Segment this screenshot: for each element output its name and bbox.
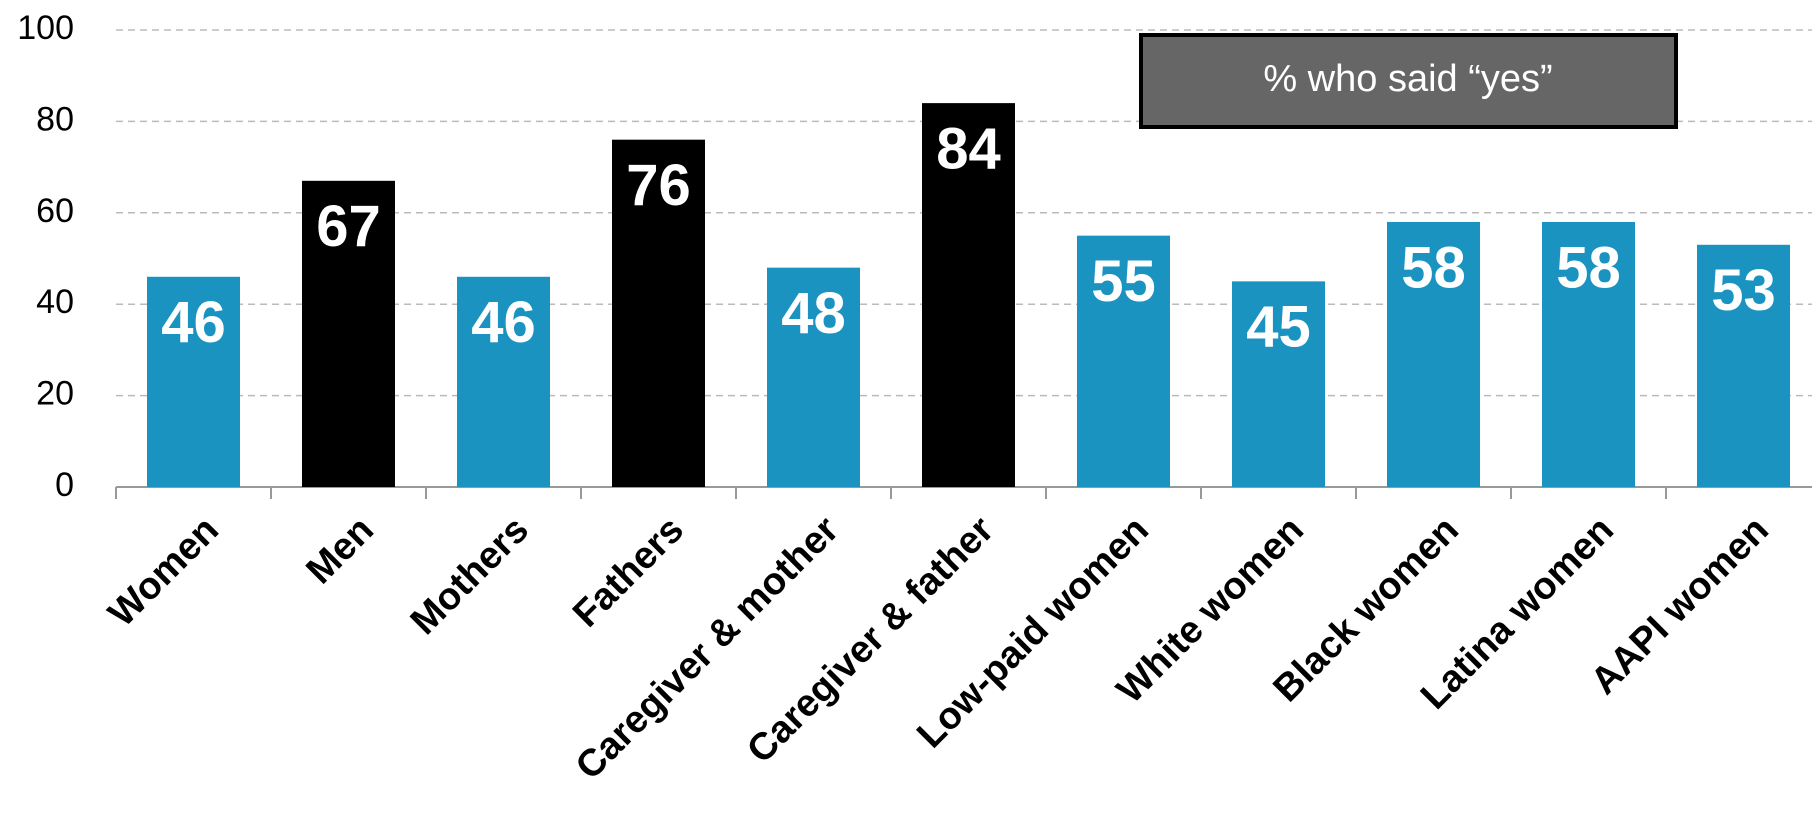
bar (922, 103, 1015, 488)
y-tick-label: 60 (36, 192, 74, 230)
bar (767, 267, 860, 487)
x-tick-label: Women (101, 509, 227, 635)
bar (302, 180, 395, 487)
y-tick-label: 0 (55, 466, 74, 504)
x-tick-label: Men (299, 509, 382, 592)
value-label: 55 (1091, 249, 1156, 314)
y-tick-label: 20 (36, 375, 74, 413)
annotation-box (1139, 33, 1678, 129)
value-label: 58 (1401, 235, 1466, 300)
value-label: 67 (316, 194, 381, 259)
bar (457, 276, 550, 487)
annotation: % who said “yes” (1263, 58, 1552, 100)
y-tick-label: 80 (36, 100, 74, 138)
bar (1077, 235, 1170, 487)
y-tick-label: 40 (36, 283, 74, 321)
bar (1232, 281, 1325, 487)
bar (147, 276, 240, 487)
value-label: 58 (1556, 235, 1621, 300)
x-tick-label: Caregiver & mother (568, 509, 847, 788)
value-label: 45 (1246, 295, 1311, 360)
value-label: 76 (626, 153, 691, 218)
value-label: 46 (471, 290, 536, 355)
x-tick-label: Mothers (403, 509, 537, 643)
value-label: 84 (936, 116, 1001, 181)
bar (612, 139, 705, 487)
bar (1387, 221, 1480, 487)
value-label: 48 (781, 281, 846, 346)
x-tick-label: Fathers (565, 509, 692, 636)
value-label: 46 (161, 290, 226, 355)
bar (1697, 244, 1790, 487)
value-label: 53 (1711, 258, 1776, 323)
y-tick-label: 100 (17, 9, 74, 47)
bar (1542, 221, 1635, 487)
